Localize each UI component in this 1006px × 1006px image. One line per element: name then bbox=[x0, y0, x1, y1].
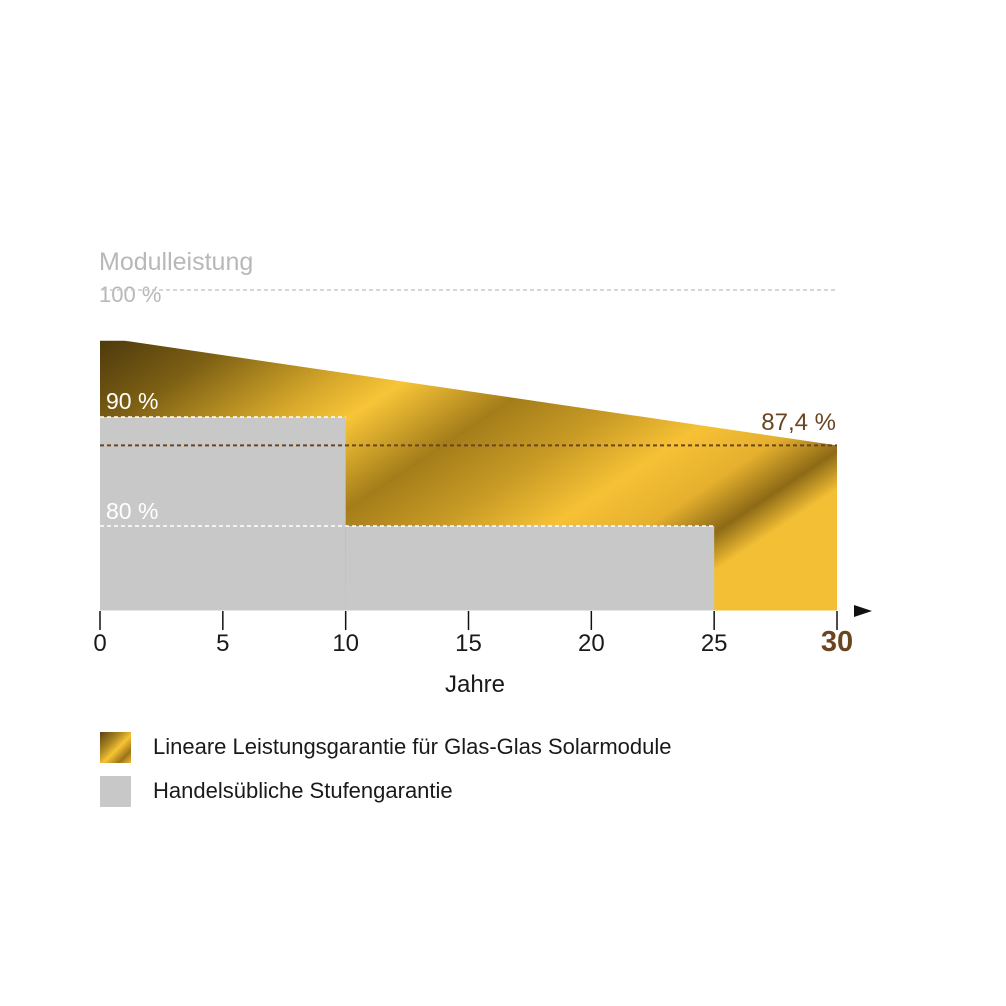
legend-swatch-linear bbox=[100, 731, 131, 763]
x-axis-ticks: 0 5 10 15 20 25 30 bbox=[93, 611, 853, 658]
legend-item-linear: Lineare Leistungsgarantie für Glas-Glas … bbox=[100, 730, 672, 764]
ref-label-874: 87,4 % bbox=[761, 409, 836, 436]
step-warranty-bar-0-10 bbox=[100, 417, 346, 611]
x-tick-label: 5 bbox=[216, 630, 229, 657]
legend-label-linear: Lineare Leistungsgarantie für Glas-Glas … bbox=[153, 734, 672, 759]
x-tick-label: 10 bbox=[332, 630, 359, 657]
x-axis-arrow bbox=[854, 605, 872, 617]
x-tick-label: 25 bbox=[701, 630, 728, 657]
x-tick-label: 30 bbox=[821, 626, 853, 658]
y-axis-title: Modulleistung bbox=[99, 248, 253, 276]
legend-swatch-step bbox=[100, 775, 131, 807]
x-tick-label: 20 bbox=[578, 630, 605, 657]
ref-label-90: 90 % bbox=[106, 388, 158, 414]
x-tick-label: 0 bbox=[93, 630, 106, 657]
legend: Lineare Leistungsgarantie für Glas-Glas … bbox=[100, 730, 672, 818]
legend-item-step: Handelsübliche Stufengarantie bbox=[100, 774, 672, 808]
x-axis-title: Jahre bbox=[445, 671, 505, 698]
legend-label-step: Handelsübliche Stufengarantie bbox=[153, 778, 453, 803]
ref-label-80: 80 % bbox=[106, 498, 158, 524]
step-warranty-bar-10-25 bbox=[345, 526, 715, 611]
x-tick-label: 15 bbox=[455, 630, 482, 657]
ref-label-100: 100 % bbox=[99, 282, 161, 307]
